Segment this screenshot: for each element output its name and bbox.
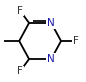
Text: F: F xyxy=(73,36,79,46)
Text: F: F xyxy=(17,6,23,16)
Text: N: N xyxy=(47,54,55,64)
Text: F: F xyxy=(17,66,23,76)
Text: N: N xyxy=(47,18,55,28)
